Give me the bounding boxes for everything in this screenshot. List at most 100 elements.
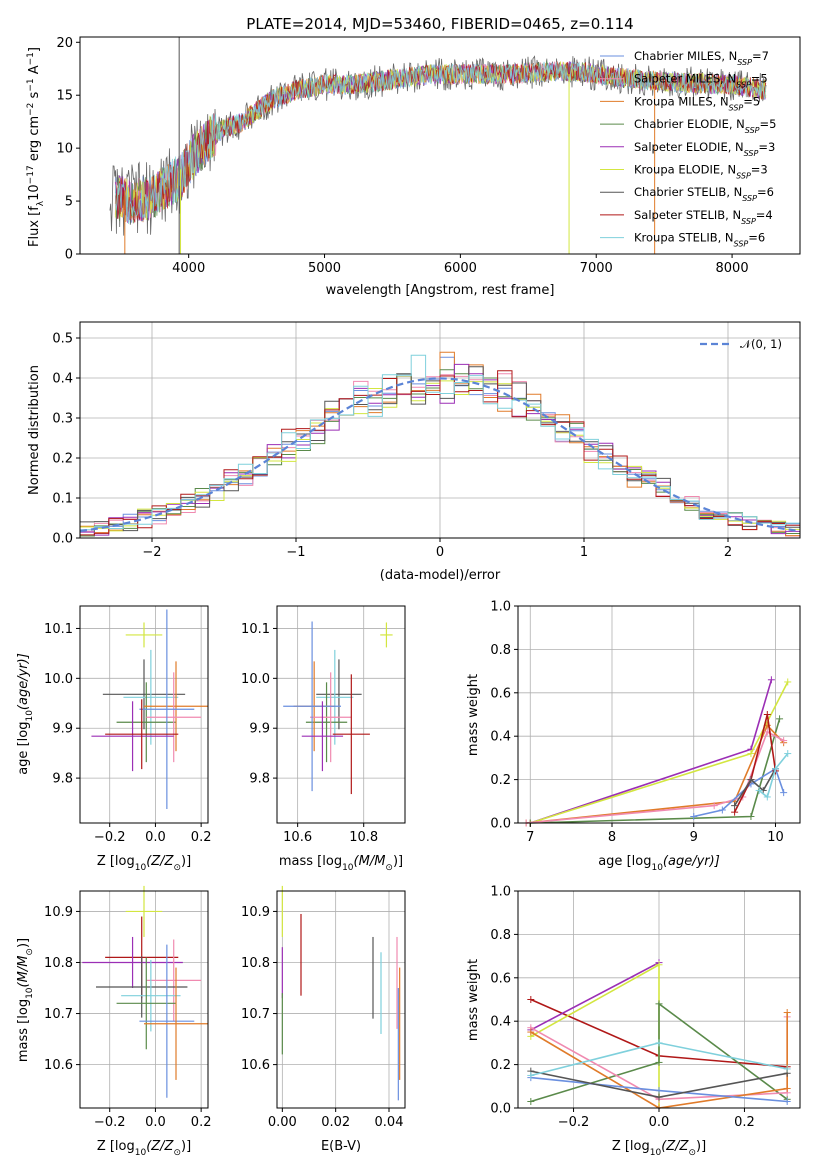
axes-frame	[517, 605, 801, 824]
mass-vs-Z-panel: −0.2 0.0 0.2 10.6 10.7 10.8 10.9	[44, 885, 212, 1130]
y-tick-label: 0.3	[52, 412, 73, 427]
age-vs-mass-xlabel-c: (M/M	[354, 854, 386, 869]
legend-count: =7	[752, 49, 769, 63]
y-tick-label: 10	[56, 142, 73, 157]
legend-label: 𝒩(0, 1)	[740, 337, 782, 351]
spectrum-xlabel: wavelength [Angstrom, rest frame]	[326, 283, 555, 298]
age-vs-Z-ylabel: age [log10(age/yr)]	[16, 653, 35, 775]
age-vs-Z-xlabel: Z [log10(Z/Z⊙)]	[97, 854, 191, 873]
weight-vs-Z-xlabel: Z [log10(Z/Z⊙)]	[612, 1139, 706, 1158]
weight-vs-Z-xlabel-d: ⊙	[688, 1148, 696, 1158]
y-tick-label: 10.1	[241, 622, 270, 637]
legend-name: Chabrier ELODIE, N	[634, 117, 745, 131]
mass-vs-ebv-panel: 0.00 0.02 0.04 10.6 10.7 10.8 10.9	[241, 885, 406, 1130]
age-vs-Z-xlabel-a: Z [log	[97, 854, 135, 869]
legend-name: Chabrier STELIB, N	[634, 185, 742, 199]
x-tick-label: −0.2	[94, 830, 126, 845]
weight-vs-Z-xlabel-c: (Z/Z	[661, 1139, 689, 1154]
y-tick-label: 10.9	[241, 905, 270, 920]
legend-count: =4	[756, 208, 773, 222]
weight-line	[530, 1012, 788, 1109]
x-tick-label: 0	[436, 545, 444, 560]
age-vs-Z-xlabel-c: (Z/Z	[146, 854, 174, 869]
mass-vs-Z-xlabel: Z [log10(Z/Z⊙)]	[97, 1139, 191, 1158]
x-tick-label: 8	[608, 830, 616, 845]
y-tick-label: 10.6	[241, 1058, 270, 1073]
y-tick-label: 0.2	[490, 773, 511, 788]
weight-line	[530, 963, 660, 1108]
age-vs-Z-ylabel-b: 10	[25, 710, 35, 722]
x-tick-label: 7000	[580, 261, 613, 276]
y-tick-label: 0.4	[490, 730, 511, 745]
age-vs-mass-xlabel-a: mass [log	[279, 854, 342, 869]
y-tick-label: 0.4	[490, 1015, 511, 1030]
y-tick-label: 15	[56, 89, 73, 104]
y-tick-label: 10.7	[241, 1007, 270, 1022]
age-vs-mass-panel: 10.6 10.8 9.8 9.9 10.0 10.1	[241, 605, 406, 845]
age-vs-mass-xlabel-e: )]	[393, 854, 403, 869]
legend-sub: SSP	[744, 148, 759, 157]
x-tick-label: 9	[690, 830, 698, 845]
spectrum-ylabel-j: −1	[26, 52, 36, 65]
spectrum-ylabel-a: Flux [f	[27, 206, 42, 247]
weight-line	[530, 718, 781, 824]
spectrum-ylabel-b: λ	[36, 200, 46, 206]
histogram-step	[80, 354, 800, 531]
y-tick-label: 0.2	[52, 452, 73, 467]
y-tick-label: 10.8	[44, 956, 73, 971]
x-tick-label: 10.8	[349, 830, 378, 845]
y-tick-label: 9.9	[52, 722, 73, 737]
weight-line	[530, 1002, 788, 1103]
spectrum-ylabel-c: 10	[27, 184, 42, 201]
y-tick-label: 0.1	[52, 492, 73, 507]
mass-vs-Z-ylabel-d: ⊙	[25, 948, 35, 956]
y-tick-label: 20	[56, 36, 73, 51]
x-tick-label: −2	[142, 545, 161, 560]
weight-line	[530, 961, 660, 1031]
y-tick-label: 0.8	[490, 928, 511, 943]
legend-sub: SSP	[734, 239, 749, 248]
x-tick-label: 8000	[716, 261, 749, 276]
spectrum-ylabel: Flux [fλ10−17 erg cm−2 s−1 A−1]	[26, 47, 46, 247]
x-tick-label: −0.2	[558, 1115, 590, 1130]
legend-label: Kroupa STELIB, NSSP=6	[634, 231, 765, 249]
x-tick-label: −0.2	[94, 1115, 126, 1130]
legend-label: Salpeter MILES, NSSP=5	[634, 72, 768, 90]
age-vs-Z-ylabel-c: (age/yr)]	[16, 653, 31, 710]
spectrum-ylabel-k: ]	[27, 47, 42, 52]
weight-line	[733, 768, 777, 807]
x-tick-label: 4000	[172, 261, 205, 276]
y-tick-label: 0.5	[52, 332, 73, 347]
weight-line	[733, 714, 777, 813]
x-tick-label: 0.2	[191, 1115, 212, 1130]
x-tick-label: 6000	[444, 261, 477, 276]
y-tick-label: 1.0	[490, 600, 511, 615]
legend-label: Salpeter ELODIE, NSSP=3	[634, 140, 775, 158]
y-tick-label: 10.0	[44, 672, 73, 687]
y-tick-label: 10.8	[241, 956, 270, 971]
weight-line	[758, 753, 789, 799]
y-tick-label: 9.8	[52, 772, 73, 787]
legend-name: Kroupa STELIB, N	[634, 231, 734, 245]
age-vs-mass-xlabel-d: ⊙	[385, 863, 393, 873]
x-tick-label: 0.0	[145, 1115, 166, 1130]
legend-sub: SSP	[745, 126, 760, 135]
x-tick-label: 0.04	[375, 1115, 404, 1130]
legend-count: =3	[751, 163, 768, 177]
x-tick-label: 7	[526, 830, 534, 845]
spectrum-ylabel-e: erg cm	[27, 116, 42, 165]
x-tick-label: −1	[286, 545, 305, 560]
y-tick-label: 0.6	[490, 971, 511, 986]
y-tick-label: 10.0	[241, 672, 270, 687]
x-tick-label: 0.2	[191, 830, 212, 845]
weight-vs-age-xlabel-a: age [log	[598, 854, 651, 869]
y-tick-label: 0.0	[52, 532, 73, 547]
legend-name: Kroupa ELODIE, N	[634, 163, 736, 177]
legend-sub: SSP	[729, 103, 744, 112]
y-tick-label: 0	[65, 248, 73, 263]
x-tick-label: 5000	[308, 261, 341, 276]
weight-vs-Z-panel: −0.2 0.0 0.2 0.0 0.2 0.4 0.6 0.8 1.0	[490, 885, 801, 1130]
weight-line	[526, 723, 785, 824]
legend-sub: SSP	[737, 58, 752, 67]
age-vs-Z-xlabel-b: 10	[135, 863, 147, 873]
